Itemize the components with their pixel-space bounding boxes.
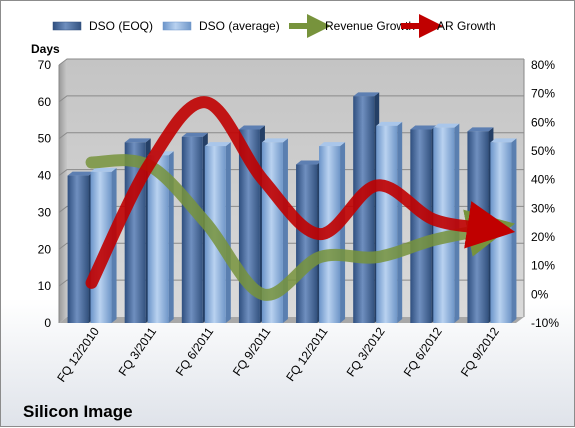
x-tick-label: FQ 6/2011	[173, 324, 217, 378]
x-tick-label: FQ 9/2011	[230, 324, 274, 378]
legend-item: DSO (average)	[162, 19, 280, 33]
legend-label: Revenue Growth	[325, 19, 415, 33]
y-tick-label: 70	[38, 58, 52, 72]
plot-side-wall	[59, 59, 67, 323]
legend: DSO (EOQ) DSO (average) Revenue Growth AR G…	[52, 14, 496, 38]
x-tick-label: FQ 12/2011	[283, 324, 330, 383]
y-tick-label: 10	[38, 279, 52, 293]
x-tick-label: FQ 9/2012	[458, 324, 502, 379]
legend-item: DSO (EOQ)	[52, 19, 153, 33]
x-tick-label: FQ 3/2012	[344, 324, 388, 379]
bar-dso-eoq	[296, 160, 323, 323]
y-tick-label: 40	[38, 169, 52, 183]
bar-dso-average	[376, 121, 403, 323]
legend-label: DSO (average)	[199, 19, 280, 33]
y2-tick-label: 10%	[531, 259, 555, 273]
y-axis-title: Days	[31, 42, 60, 56]
x-tick-label: FQ 3/2011	[116, 324, 160, 378]
y2-tick-label: 20%	[531, 230, 555, 244]
x-axis: FQ 12/2010 FQ 3/2011 FQ 6/2011 FQ 9/2011 FQ …	[54, 324, 502, 384]
legend-label: DSO (EOQ)	[89, 19, 153, 33]
y2-tick-label: 80%	[531, 58, 555, 72]
bars	[67, 92, 517, 324]
y-tick-label: 20	[38, 242, 52, 256]
legend-swatch	[162, 21, 192, 31]
legend-item: Revenue Growth	[289, 14, 415, 38]
plot-floor	[59, 317, 524, 323]
y-tick-label: 30	[38, 205, 52, 219]
y2-tick-label: 40%	[531, 173, 555, 187]
y2-tick-label: -10%	[531, 316, 559, 330]
y-tick-label: 60	[38, 95, 52, 109]
y2-tick-label: 70%	[531, 87, 555, 101]
right-axis: -10% 0% 10% 20% 30% 40% 50% 60% 70% 80%	[523, 58, 559, 330]
legend-swatch	[52, 21, 82, 31]
x-tick-label: FQ 12/2010	[54, 324, 102, 384]
y2-tick-label: 30%	[531, 201, 555, 215]
bar-dso-eoq	[67, 171, 94, 323]
legend-label: AR Growth	[437, 19, 496, 33]
y-tick-label: 50	[38, 132, 52, 146]
company-name: Silicon Image	[23, 402, 133, 421]
left-axis: 0 10 20 30 40 50 60 70	[38, 58, 60, 330]
growth-lines	[85, 96, 516, 301]
y2-tick-label: 60%	[531, 115, 555, 129]
y-tick-label: 0	[44, 316, 51, 330]
legend-item: AR Growth	[401, 14, 496, 38]
gridline	[58, 58, 524, 66]
y2-tick-label: 50%	[531, 144, 555, 158]
line-revenue-growth	[85, 154, 515, 301]
line-ar-growth	[85, 96, 516, 289]
bar-dso-average	[147, 151, 174, 323]
x-tick-label: FQ 6/2012	[401, 324, 445, 379]
y2-tick-label: 0%	[531, 287, 549, 301]
